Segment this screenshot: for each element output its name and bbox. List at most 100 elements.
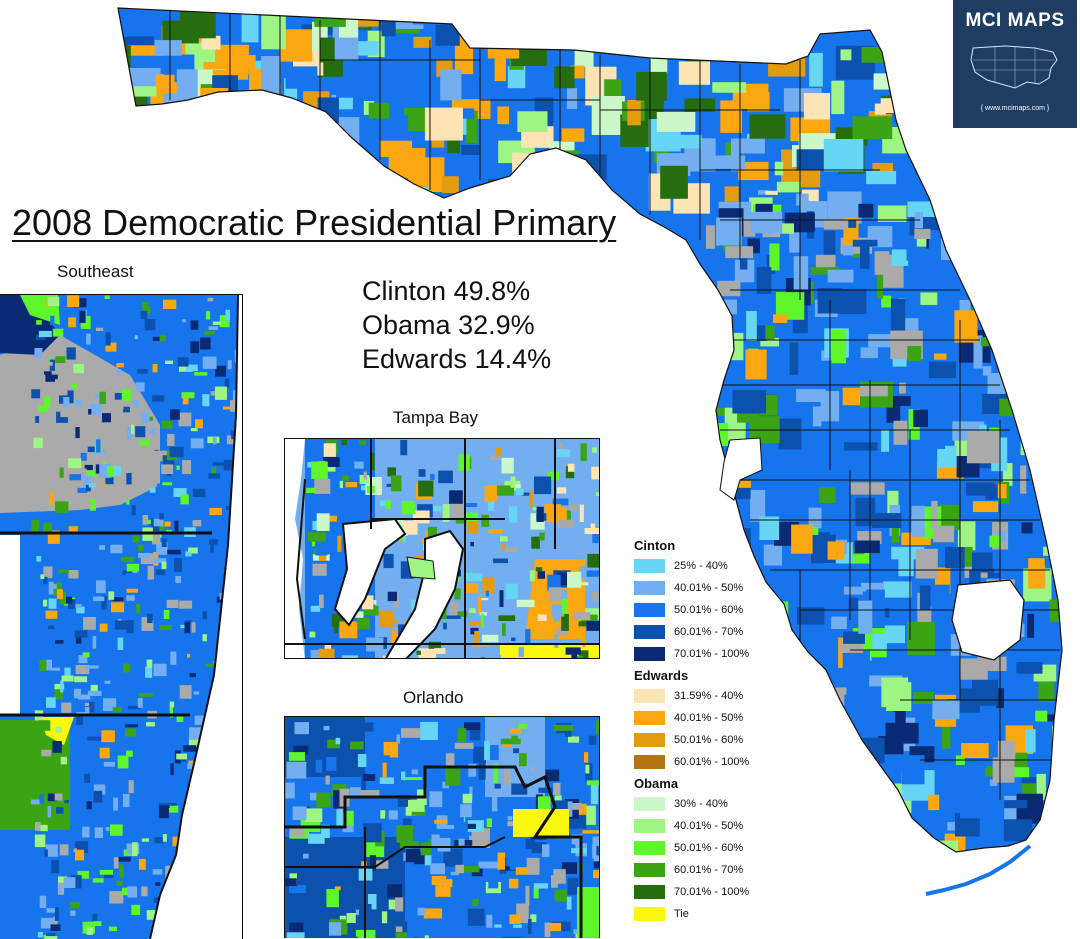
- precinct-patch: [994, 305, 1026, 318]
- precinct-patch: [50, 316, 54, 326]
- precinct-patch: [1061, 780, 1080, 808]
- precinct-patch: [69, 640, 74, 653]
- precinct-patch: [486, 915, 492, 928]
- precinct-patch: [1039, 381, 1061, 398]
- precinct-patch: [254, 151, 284, 189]
- precinct-patch: [505, 548, 517, 553]
- precinct-patch: [824, 139, 864, 171]
- precinct-patch: [405, 185, 418, 199]
- precinct-patch: [243, 154, 256, 165]
- precinct-patch: [185, 622, 191, 633]
- precinct-patch: [319, 595, 324, 608]
- precinct-patch: [638, 19, 662, 45]
- precinct-patch: [186, 909, 195, 920]
- precinct-patch: [154, 519, 164, 527]
- precinct-patch: [56, 807, 64, 814]
- precinct-patch: [1068, 540, 1080, 569]
- precinct-patch: [899, 383, 906, 394]
- precinct-patch: [502, 623, 506, 636]
- precinct-patch: [216, 798, 222, 803]
- precinct-patch: [983, 366, 992, 375]
- precinct-patch: [123, 407, 130, 413]
- precinct-patch: [220, 924, 225, 933]
- precinct-patch: [237, 905, 242, 913]
- precinct-patch: [94, 921, 102, 926]
- precinct-patch: [214, 746, 222, 756]
- precinct-patch: [401, 728, 420, 738]
- precinct-patch: [511, 638, 515, 641]
- precinct-patch: [585, 28, 613, 39]
- precinct-patch: [928, 795, 939, 810]
- precinct-patch: [75, 630, 88, 637]
- precinct-patch: [387, 467, 396, 476]
- precinct-patch: [184, 718, 188, 731]
- precinct-patch: [841, 49, 852, 60]
- precinct-patch: [868, 334, 893, 347]
- precinct-patch: [99, 392, 106, 404]
- precinct-patch: [1035, 314, 1048, 334]
- precinct-patch: [929, 362, 956, 378]
- precinct-patch: [138, 545, 144, 551]
- precinct-patch: [794, 256, 809, 289]
- precinct-patch: [1062, 612, 1070, 642]
- precinct-patch: [384, 554, 394, 568]
- precinct-patch: [240, 424, 243, 429]
- precinct-patch: [413, 511, 430, 524]
- precinct-patch: [907, 249, 936, 261]
- precinct-patch: [99, 456, 108, 461]
- precinct-patch: [69, 474, 81, 480]
- precinct-patch: [502, 458, 514, 474]
- precinct-patch: [765, 326, 774, 340]
- precinct-patch: [553, 869, 566, 884]
- precinct-patch: [1021, 404, 1044, 434]
- legend-label: 25% - 40%: [674, 560, 728, 572]
- precinct-patch: [998, 484, 1007, 498]
- precinct-patch: [1043, 842, 1076, 855]
- precinct-patch: [939, 218, 959, 236]
- precinct-patch: [303, 854, 309, 859]
- precinct-patch: [981, 337, 1008, 346]
- precinct-patch: [568, 464, 575, 472]
- precinct-patch: [725, 186, 739, 201]
- precinct-patch: [198, 826, 209, 832]
- precinct-patch: [728, 5, 742, 16]
- legend-swatch: [634, 797, 665, 811]
- precinct-patch: [703, 368, 711, 402]
- precinct-patch: [195, 829, 203, 834]
- precinct-patch: [1039, 219, 1068, 242]
- precinct-patch: [434, 648, 445, 654]
- legend-item-clinton: 70.01% - 100%: [634, 643, 774, 665]
- precinct-patch: [176, 754, 187, 760]
- precinct-patch: [194, 372, 207, 376]
- precinct-patch: [709, 479, 718, 512]
- precinct-patch: [913, 410, 928, 427]
- precinct-patch: [193, 841, 200, 854]
- precinct-patch: [509, 15, 542, 39]
- precinct-patch: [429, 791, 442, 807]
- precinct-patch: [380, 777, 394, 784]
- precinct-patch: [119, 117, 132, 140]
- precinct-patch: [36, 320, 42, 325]
- precinct-patch: [820, 805, 845, 820]
- precinct-patch: [48, 626, 54, 630]
- precinct-patch: [1054, 755, 1080, 781]
- precinct-patch: [31, 389, 40, 398]
- precinct-patch: [88, 409, 91, 415]
- precinct-patch: [538, 615, 547, 622]
- precinct-patch: [492, 796, 497, 812]
- precinct-patch: [960, 658, 988, 679]
- precinct-patch: [34, 438, 43, 448]
- precinct-patch: [289, 885, 306, 893]
- precinct-patch: [486, 591, 489, 597]
- precinct-patch: [170, 447, 184, 457]
- precinct-patch: [912, 506, 925, 537]
- precinct-patch: [845, 790, 852, 801]
- precinct-patch: [179, 601, 192, 609]
- precinct-patch: [199, 94, 233, 134]
- precinct-patch: [316, 793, 330, 808]
- precinct-patch: [114, 116, 144, 128]
- precinct-patch: [342, 440, 347, 445]
- precinct-patch: [1058, 406, 1066, 424]
- precinct-patch: [208, 911, 218, 917]
- precinct-patch: [569, 154, 607, 179]
